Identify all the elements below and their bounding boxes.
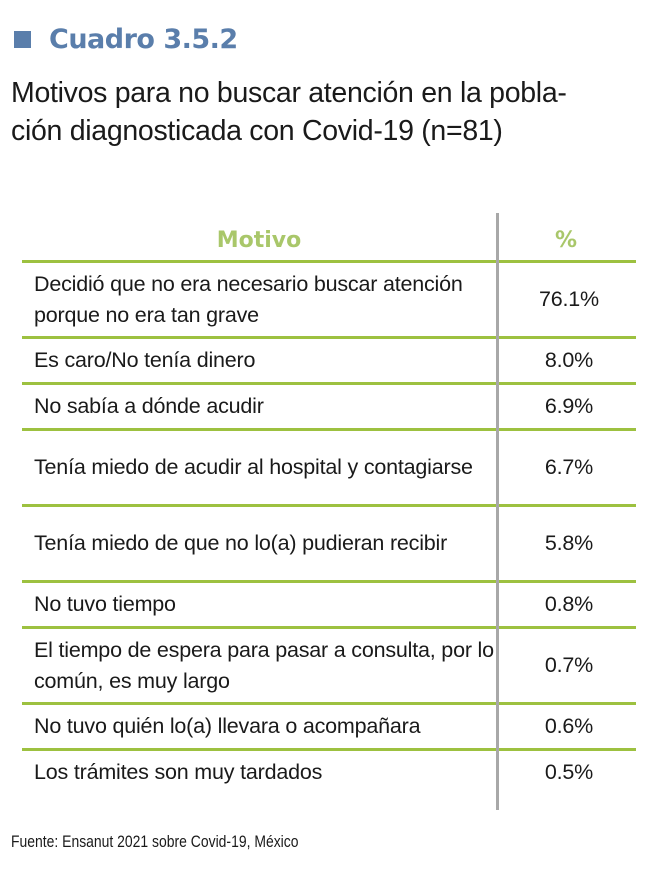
source-note: Fuente: Ensanut 2021 sobre Covid-19, Méx…	[11, 832, 299, 851]
row-percent: 76.1%	[539, 287, 599, 311]
row-percent: 6.9%	[544, 394, 594, 418]
row-percent: 0.5%	[544, 760, 594, 784]
row-motivo: No sabía a dónde acudir	[34, 394, 264, 418]
table-row: Tenía miedo de acudir al hospital y cont…	[22, 431, 636, 507]
row-motivo: No tuvo tiempo	[34, 592, 176, 616]
row-motivo: Los trámites son muy tardados	[34, 760, 323, 784]
title-line-1: Motivos para no buscar atención en la po…	[11, 77, 567, 109]
table-row: No sabía a dónde acudir 6.9%	[22, 385, 636, 431]
table-title: Motivos para no buscar atención en la po…	[11, 74, 651, 150]
table-row: Es caro/No tenía dinero 8.0%	[22, 339, 636, 385]
table-row: No tuvo tiempo 0.8%	[22, 583, 636, 629]
row-percent: 6.7%	[544, 455, 594, 479]
title-line-2: ción diagnosticada con Covid-19 (n=81)	[11, 115, 503, 147]
table-row: No tuvo quién lo(a) llevara o acompañara…	[22, 705, 636, 751]
row-percent: 0.8%	[544, 592, 594, 616]
row-motivo: Tenía miedo de acudir al hospital y cont…	[34, 455, 473, 479]
table-number: Cuadro 3.5.2	[49, 24, 238, 55]
row-percent: 0.7%	[544, 653, 594, 677]
row-motivo: No tuvo quién lo(a) llevara o acompañara	[34, 714, 421, 738]
row-motivo: El tiempo de espera para pasar a consult…	[34, 637, 494, 693]
square-bullet-icon	[14, 31, 31, 48]
row-motivo: Decidió que no era necesario buscar aten…	[34, 271, 463, 327]
table-label: Cuadro 3.5.2	[14, 24, 238, 55]
table-row: Decidió que no era necesario buscar aten…	[22, 263, 636, 339]
table-row: El tiempo de espera para pasar a consult…	[22, 629, 636, 705]
table-row: Los trámites son muy tardados 0.5%	[22, 751, 636, 794]
row-percent: 5.8%	[544, 531, 594, 555]
row-motivo: Es caro/No tenía dinero	[34, 348, 256, 372]
row-percent: 0.6%	[544, 714, 594, 738]
column-header-motivo: Motivo	[216, 228, 302, 253]
data-table: Motivo % Decidió que no era necesario bu…	[22, 213, 636, 810]
table-row: Tenía miedo de que no lo(a) pudieran rec…	[22, 507, 636, 583]
row-motivo: Tenía miedo de que no lo(a) pudieran rec…	[34, 531, 448, 555]
table-header-row: Motivo %	[22, 213, 636, 263]
column-header-percent: %	[554, 228, 578, 253]
row-percent: 8.0%	[544, 348, 594, 372]
column-divider	[496, 213, 499, 810]
